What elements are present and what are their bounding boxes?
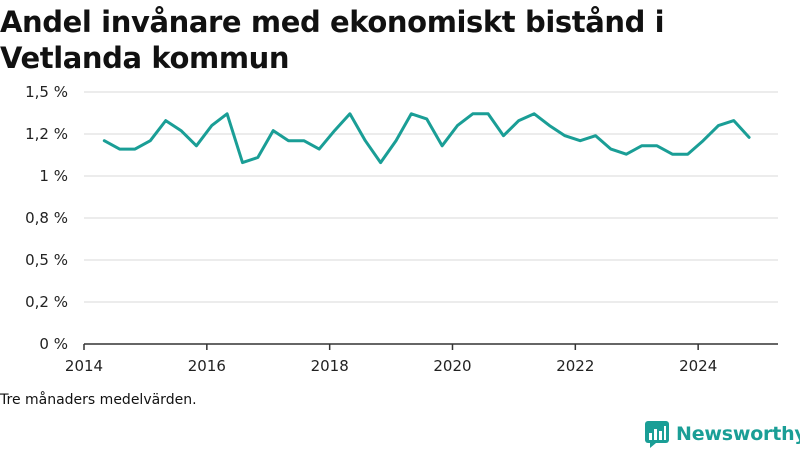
y-tick-label: 0,8 % [25,209,68,227]
brand-name: Newsworthy [676,423,800,445]
x-tick-label: 2020 [433,357,471,375]
x-tick-label: 2024 [679,357,717,375]
x-tick-label: 2018 [311,357,349,375]
y-tick-label: 1,5 % [25,83,68,101]
y-tick-label: 0 % [39,335,68,353]
y-tick-label: 0,2 % [25,293,68,311]
y-tick-label: 1,2 % [25,125,68,143]
y-axis-ticks: 0 % 0,2 % 0,5 % 0,8 % 1 % 1,2 % 1,5 % [25,83,68,353]
series-line [102,112,751,165]
newsworthy-icon [645,421,669,448]
y-tick-label: 0,5 % [25,251,68,269]
x-tick-label: 2014 [65,357,103,375]
x-tick-label: 2016 [188,357,226,375]
chart-title: Andel invånare med ekonomiskt bistånd i … [0,5,665,75]
chart-note: Tre månaders medelvärden. [0,392,197,408]
x-tick-label: 2022 [556,357,594,375]
y-tick-label: 1 % [39,167,68,185]
brand-logo[interactable]: Newsworthy [644,420,800,448]
x-axis-ticks: 2014 2016 2018 2020 2022 2024 [65,344,717,375]
gridlines [84,91,778,303]
line-chart: 0 % 0,2 % 0,5 % 0,8 % 1 % 1,2 % 1,5 % 2014 2016… [25,83,778,375]
